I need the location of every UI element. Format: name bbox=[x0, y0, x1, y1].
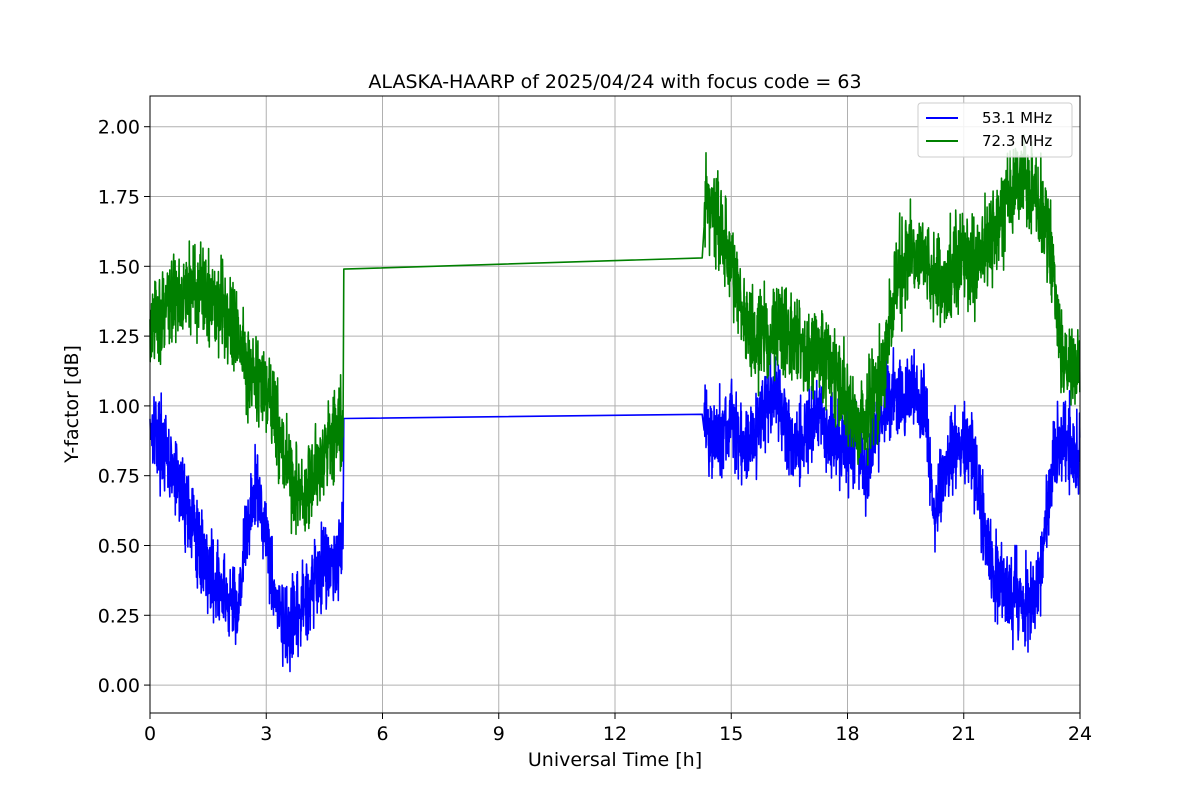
y-tick-label: 2.00 bbox=[98, 117, 140, 139]
legend: 53.1 MHz 72.3 MHz bbox=[917, 102, 1073, 158]
legend-label-72-3: 72.3 MHz bbox=[982, 132, 1052, 150]
y-tick-label: 0.00 bbox=[98, 675, 140, 697]
x-tick-label: 6 bbox=[376, 723, 388, 745]
x-tick-label: 21 bbox=[952, 723, 976, 745]
y-axis-label: Y-factor [dB] bbox=[61, 345, 83, 464]
series-line-72-3-mhz bbox=[149, 134, 1081, 536]
y-tick-label: 1.75 bbox=[98, 187, 140, 209]
x-tick-label: 12 bbox=[603, 723, 627, 745]
y-tick-label: 1.25 bbox=[98, 326, 140, 348]
x-tick-label: 15 bbox=[719, 723, 743, 745]
x-axis: 0 3 6 9 12 15 18 21 24 bbox=[144, 713, 1092, 745]
y-tick-label: 0.25 bbox=[98, 605, 140, 627]
x-tick-label: 3 bbox=[260, 723, 272, 745]
series-layer bbox=[149, 134, 1081, 673]
legend-box bbox=[917, 102, 1073, 158]
y-axis: 0.00 0.25 0.50 0.75 1.00 1.25 1.50 1.75 2.00 bbox=[98, 117, 150, 697]
chart-title: ALASKA-HAARP of 2025/04/24 with focus co… bbox=[368, 71, 861, 93]
y-tick-label: 1.50 bbox=[98, 256, 140, 278]
x-axis-label: Universal Time [h] bbox=[528, 749, 702, 771]
x-tick-label: 0 bbox=[144, 723, 156, 745]
legend-label-53-1: 53.1 MHz bbox=[982, 109, 1052, 127]
y-tick-label: 1.00 bbox=[98, 396, 140, 418]
x-tick-label: 18 bbox=[835, 723, 859, 745]
y-tick-label: 0.50 bbox=[98, 535, 140, 557]
series-line-53-1-mhz bbox=[149, 342, 1081, 673]
x-tick-label: 24 bbox=[1068, 723, 1092, 745]
y-tick-label: 0.75 bbox=[98, 466, 140, 488]
x-tick-label: 9 bbox=[493, 723, 505, 745]
